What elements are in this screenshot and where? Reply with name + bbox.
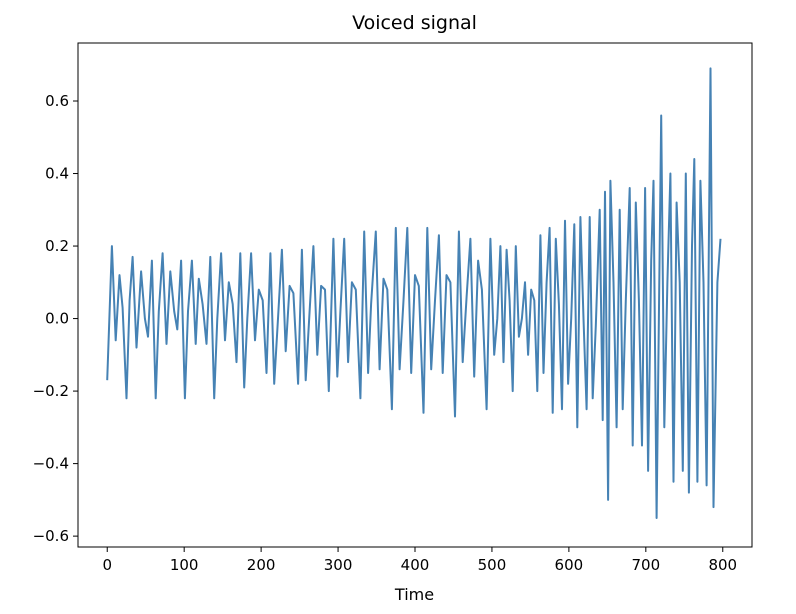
y-tick-label: −0.2 (33, 382, 69, 400)
x-tick-label: 0 (102, 556, 112, 574)
y-tick-label: 0.6 (45, 92, 69, 110)
x-tick-label: 800 (708, 556, 737, 574)
y-tick-label: 0.0 (45, 310, 69, 328)
x-tick-label: 300 (324, 556, 353, 574)
series-line-0 (106, 67, 722, 519)
x-tick-label: 400 (401, 556, 430, 574)
x-axis: 0 100 200 300 400 500 600 700 800 (102, 547, 737, 574)
y-axis: −0.6 −0.4 −0.2 0.0 0.2 0.4 0.6 (33, 92, 78, 545)
x-tick-label: 100 (170, 556, 199, 574)
plot-area (77, 42, 753, 548)
x-tick-label: 700 (632, 556, 661, 574)
y-tick-label: −0.4 (33, 455, 69, 473)
y-tick-label: −0.6 (33, 527, 69, 545)
chart-title: Voiced signal (352, 12, 477, 34)
x-axis-label: Time (394, 585, 434, 604)
x-tick-label: 600 (555, 556, 584, 574)
x-tick-label: 200 (247, 556, 276, 574)
y-tick-label: 0.4 (45, 165, 69, 183)
x-tick-label: 500 (478, 556, 507, 574)
y-tick-label: 0.2 (45, 237, 69, 255)
